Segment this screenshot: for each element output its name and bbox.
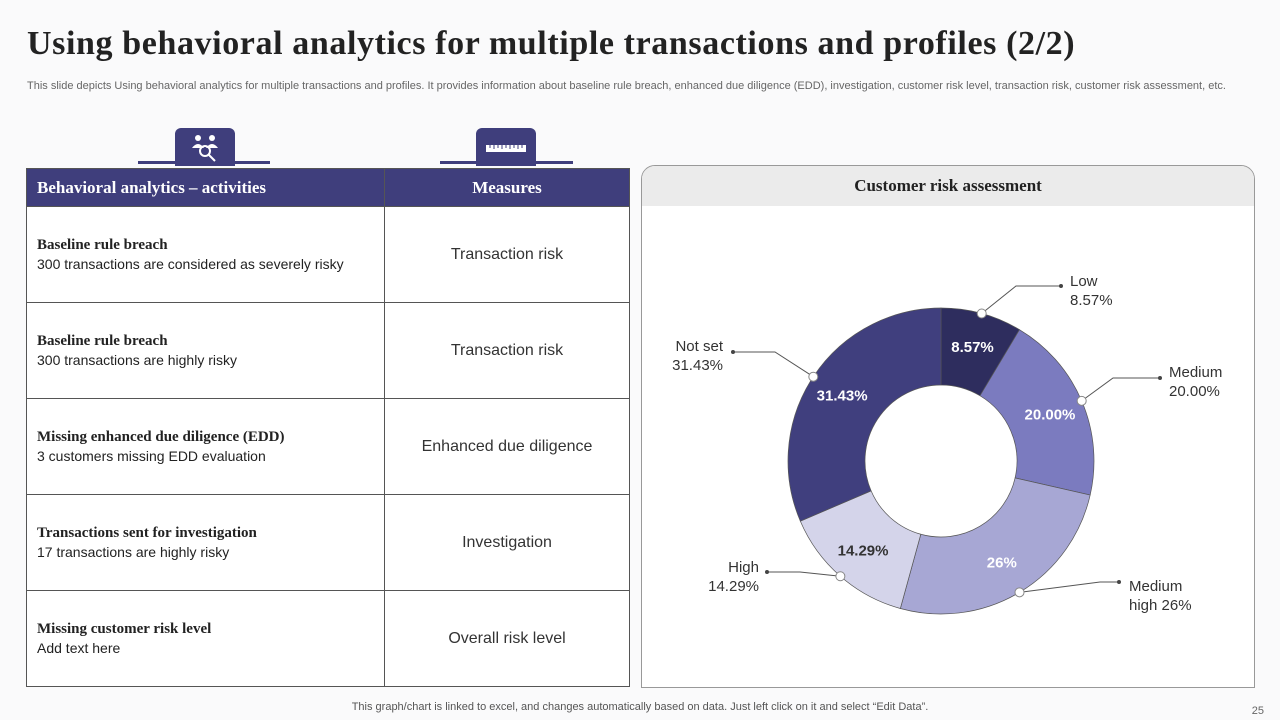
column-header-measures: Measures (384, 168, 630, 207)
ruler-icon (476, 128, 536, 166)
activity-description: 3 customers missing EDD evaluation (37, 448, 266, 464)
table-row: Baseline rule breach 300 transactions are… (26, 206, 630, 303)
measure-cell: Enhanced due diligence (384, 398, 630, 495)
activity-cell: Missing customer risk level Add text here (26, 590, 385, 687)
measure-cell: Investigation (384, 494, 630, 591)
table-row: Transactions sent for investigation 17 tr… (26, 494, 630, 591)
activity-description: 17 transactions are highly risky (37, 544, 230, 560)
activity-title: Baseline rule breach (37, 237, 168, 253)
activity-cell: Transactions sent for investigation 17 tr… (26, 494, 385, 591)
table-row: Missing enhanced due diligence (EDD) 3 cu… (26, 398, 630, 495)
activity-title: Transactions sent for investigation (37, 525, 257, 541)
activity-description: 300 transactions are highly risky (37, 352, 237, 368)
page-number: 25 (1251, 705, 1264, 717)
customer-risk-panel: Customer risk assessment (641, 165, 1255, 688)
table-row: Missing customer risk level Add text here… (26, 590, 630, 687)
column-header-activities: Behavioral analytics – activities (26, 168, 385, 207)
activities-table: Behavioral analytics – activities Measur… (26, 168, 630, 687)
activity-cell: Baseline rule breach 300 transactions are… (26, 206, 385, 303)
activity-cell: Missing enhanced due diligence (EDD) 3 cu… (26, 398, 385, 495)
activity-description: Add text here (37, 640, 121, 656)
table-row: Baseline rule breach 300 transactions are… (26, 302, 630, 399)
chart-title: Customer risk assessment (642, 166, 1254, 206)
activity-title: Baseline rule breach (37, 333, 168, 349)
team-search-icon (175, 128, 235, 166)
measure-cell: Overall risk level (384, 590, 630, 687)
slide-title: Using behavioral analytics for multiple … (27, 25, 1076, 62)
measure-cell: Transaction risk (384, 302, 630, 399)
activity-title: Missing enhanced due diligence (EDD) (37, 429, 285, 445)
activity-title: Missing customer risk level (37, 621, 212, 637)
footer-note: This graph/chart is linked to excel, and… (351, 701, 929, 713)
activity-cell: Baseline rule breach 300 transactions are… (26, 302, 385, 399)
slide-subtitle: This slide depicts Using behavioral anal… (27, 80, 1226, 92)
measure-cell: Transaction risk (384, 206, 630, 303)
activity-description: 300 transactions are considered as sever… (37, 256, 344, 272)
